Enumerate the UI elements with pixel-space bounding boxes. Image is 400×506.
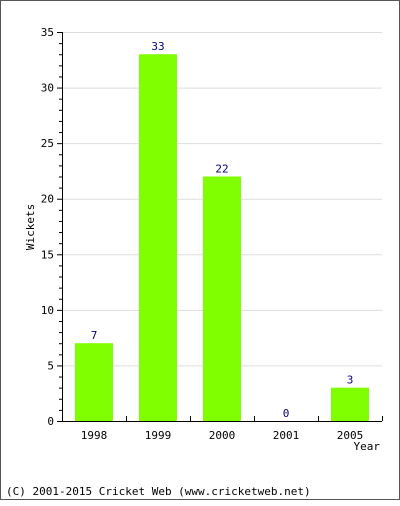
x-tick-label: 1999	[145, 429, 172, 442]
y-tick-label: 5	[47, 359, 54, 372]
x-axis-label: Year	[354, 440, 381, 453]
y-tick-label: 35	[41, 26, 54, 39]
x-tick-label: 2005	[337, 429, 364, 442]
bar-value-label: 33	[151, 40, 164, 53]
bar	[203, 176, 241, 421]
x-tick-label: 2001	[273, 429, 300, 442]
bar	[331, 387, 369, 421]
axes	[62, 32, 382, 422]
y-tick-label: 30	[41, 82, 54, 95]
y-tick-label: 0	[47, 415, 54, 428]
bar-value-label: 7	[91, 329, 98, 342]
y-ticks: 0 5 10 15 20 25 30 35	[41, 26, 62, 428]
x-tick-label: 1998	[81, 429, 108, 442]
y-tick-label: 25	[41, 137, 54, 150]
copyright-footer: (C) 2001-2015 Cricket Web (www.cricketwe…	[6, 485, 311, 498]
bars	[75, 54, 369, 421]
y-axis-label: Wickets	[24, 204, 37, 250]
x-ticks: 1998 1999 2000 2001 2005	[81, 416, 383, 442]
bar	[139, 54, 177, 421]
bar-value-label: 3	[347, 374, 354, 387]
bar-value-label: 22	[215, 162, 228, 175]
y-tick-label: 10	[41, 304, 54, 317]
bar	[75, 343, 113, 421]
y-tick-label: 15	[41, 248, 54, 261]
y-tick-label: 20	[41, 193, 54, 206]
value-labels: 7 33 22 0 3	[91, 40, 354, 420]
x-tick-label: 2000	[209, 429, 236, 442]
bar-value-label: 0	[283, 407, 290, 420]
